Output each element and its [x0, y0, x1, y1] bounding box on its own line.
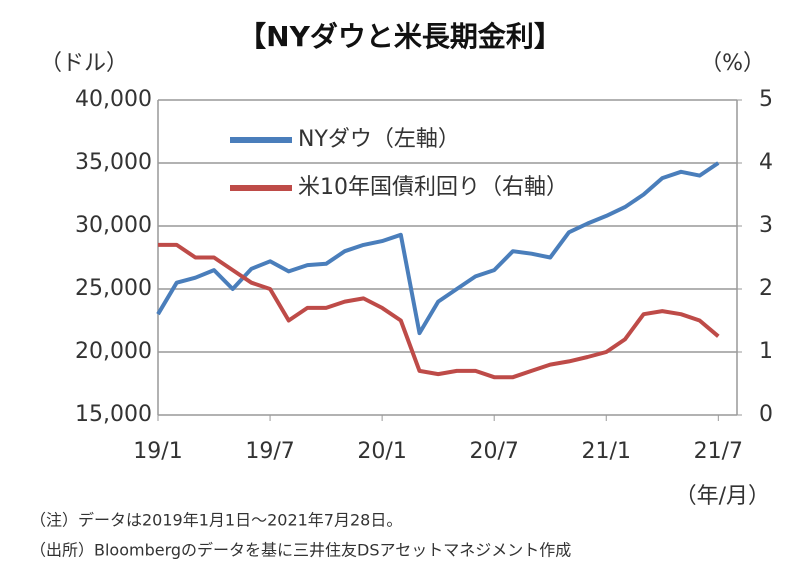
- y-tick-label: 40,000: [75, 87, 152, 112]
- x-tick-label: 19/1: [133, 439, 182, 464]
- legend-label: NYダウ（左軸）: [298, 127, 460, 152]
- y2-axis-label: （%）: [700, 51, 765, 76]
- y-tick-label: 35,000: [75, 150, 152, 175]
- chart-title: 【NYダウと米長期金利】: [238, 20, 562, 53]
- x-axis-label: （年/月）: [675, 484, 770, 509]
- y2-tick-label: 5: [759, 87, 773, 112]
- x-tick-label: 20/7: [469, 439, 518, 464]
- note: （出所）Bloombergのデータを基に三井住友DSアセットマネジメント作成: [30, 541, 571, 560]
- y2-tick-label: 1: [759, 339, 773, 364]
- x-tick-label: 21/7: [694, 439, 743, 464]
- x-tick-label: 21/1: [582, 439, 631, 464]
- legend-label: 米10年国債利回り（右軸）: [298, 175, 568, 200]
- x-tick-label: 20/1: [357, 439, 406, 464]
- y-axis-label: （ドル）: [40, 51, 128, 76]
- y2-tick-label: 3: [759, 213, 773, 238]
- y2-tick-label: 0: [759, 402, 773, 427]
- y-tick-label: 20,000: [75, 339, 152, 364]
- y2-tick-label: 2: [759, 276, 773, 301]
- y-tick-label: 15,000: [75, 402, 152, 427]
- y2-tick-label: 4: [759, 150, 773, 175]
- y-tick-label: 25,000: [75, 276, 152, 301]
- series-line: [158, 242, 720, 380]
- y-tick-label: 30,000: [75, 213, 152, 238]
- series-line: [156, 161, 720, 336]
- note: （注）データは2019年1月1日～2021年7月28日。: [30, 511, 402, 530]
- x-tick-label: 19/7: [245, 439, 294, 464]
